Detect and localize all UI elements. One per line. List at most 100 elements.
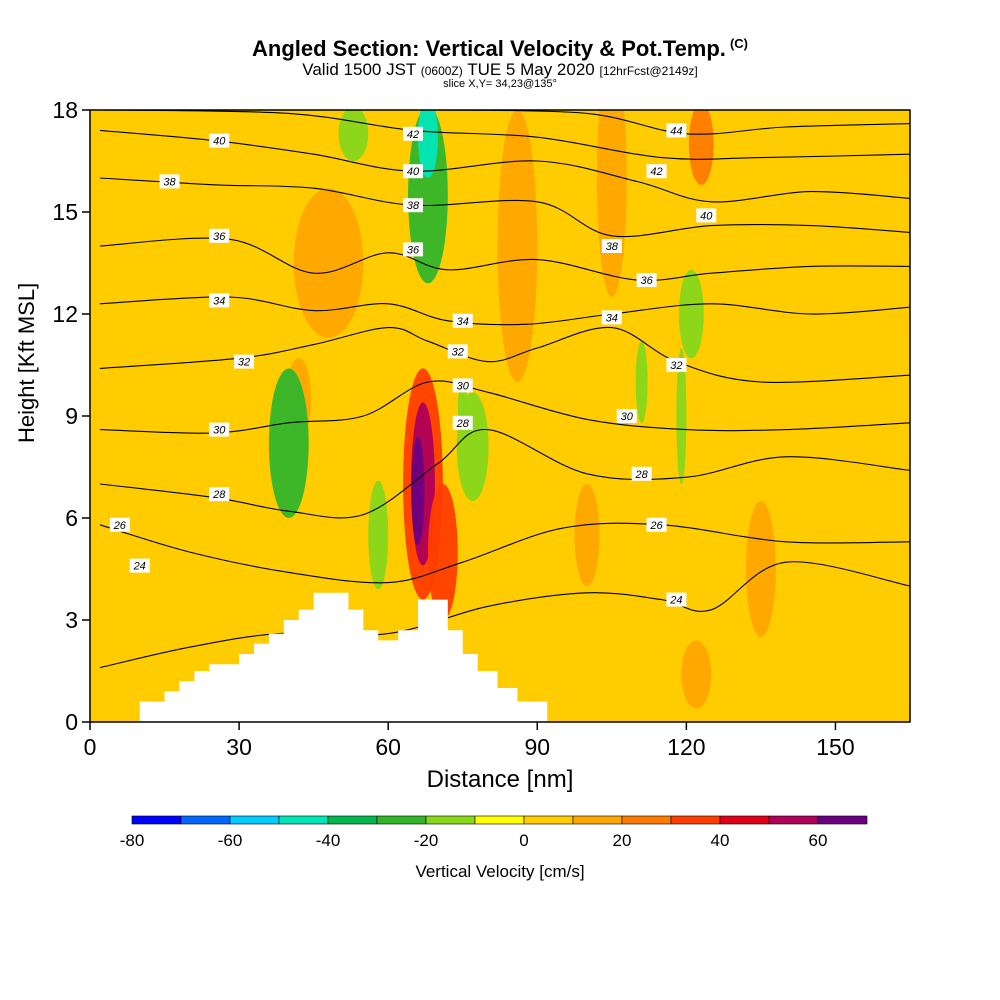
y-tick-label: 9 [65, 403, 78, 429]
contour-label-text: 34 [213, 295, 225, 307]
x-tick-label: 90 [524, 734, 550, 760]
contour-label-text: 28 [456, 418, 470, 430]
theta-contour-line [99, 522, 910, 584]
theta-contour-line [99, 296, 910, 326]
contour-label-text: 36 [640, 275, 653, 287]
contour-label: 38 [601, 239, 622, 253]
contour-label: 26 [646, 517, 667, 532]
contour-label-box [129, 558, 150, 573]
contour-label-box [601, 310, 622, 325]
slice-info: slice X,Y= 34,23@135° [443, 78, 557, 90]
x-axis-label: Distance [nm] [426, 766, 574, 793]
velocity-cell [497, 110, 538, 382]
colorbar-swatch [425, 815, 476, 825]
contour-label-box [403, 126, 424, 141]
contour-label-text: 36 [407, 244, 420, 256]
contour-label-box [209, 487, 230, 502]
contour-label-box [209, 133, 230, 148]
colorbar-swatch [719, 815, 770, 825]
contour-label: 26 [109, 517, 130, 532]
contour-label-box [403, 242, 424, 257]
contour-label: 28 [452, 415, 473, 430]
y-tick-label: 18 [52, 97, 78, 123]
velocity-cell [408, 110, 448, 284]
contour-label: 30 [616, 409, 637, 423]
velocity-field [268, 110, 776, 709]
velocity-cell [427, 484, 458, 620]
velocity-cell [676, 348, 687, 484]
x-tick-label: 60 [375, 734, 401, 760]
velocity-cell [635, 341, 648, 423]
colorbar-swatch [278, 815, 329, 825]
y-tick-label: 0 [65, 709, 78, 735]
contour-label: 36 [636, 273, 657, 287]
colorbar-swatch [229, 815, 280, 825]
colorbar-tick-label: 40 [711, 831, 730, 850]
contour-label-text: 36 [213, 231, 226, 243]
colorbar-swatch [817, 815, 868, 825]
colorbar-swatch [621, 815, 672, 825]
colorbar-label: Vertical Velocity [cm/s] [415, 862, 585, 881]
contour-label: 36 [209, 228, 230, 243]
colorbar-swatch [131, 815, 182, 825]
contour-label: 34 [601, 310, 622, 325]
colorbar-tick-label: -80 [120, 831, 145, 850]
contour-label: 32 [234, 354, 255, 369]
contour-label: 34 [209, 293, 230, 308]
contour-label-box [666, 358, 687, 372]
contour-label-box [601, 239, 622, 253]
contour-label: 40 [696, 208, 717, 223]
theta-contour-line [99, 326, 910, 383]
contour-label: 38 [159, 174, 180, 189]
colorbar-swatch [670, 815, 721, 825]
velocity-cell [338, 110, 369, 161]
contour-label-text: 34 [606, 312, 618, 324]
contour-label-box [631, 466, 652, 481]
colorbar-tick-label: 60 [809, 831, 828, 850]
contour-label: 32 [447, 344, 468, 359]
velocity-cell [268, 368, 309, 518]
contour-label-text: 38 [407, 200, 420, 212]
y-axis-label: Height [Kft MSL] [14, 282, 39, 443]
contour-labels: 40 38 36 34 32 30 28 26 24 42 40 38 36 34 32 30 28 44 42 40… [109, 123, 717, 607]
contour-label-box [616, 409, 637, 423]
contour-label-text: 40 [213, 136, 226, 148]
contour-label-box [109, 517, 130, 532]
colorbar-tick-label: -40 [316, 831, 341, 850]
velocity-cell [688, 110, 714, 185]
chart-title: Angled Section: Vertical Velocity & Pot.… [0, 36, 1000, 62]
colorbar-tick-label: 0 [519, 831, 528, 850]
velocity-cell [746, 501, 776, 637]
contour-label: 42 [646, 164, 667, 179]
contour-label-text: 26 [649, 520, 663, 532]
subtitle-valid: Valid 1500 JST [302, 60, 416, 79]
contour-label: 38 [403, 198, 424, 213]
x-tick-label: 0 [84, 734, 97, 760]
contour-label-box [636, 273, 657, 287]
terrain-mask [90, 592, 910, 722]
theta-contour-line [99, 561, 910, 669]
contour-label-box [452, 313, 473, 328]
chart-title-mark: (C) [729, 36, 748, 51]
colorbar-swatch [768, 815, 819, 825]
velocity-cell [293, 188, 364, 338]
contour-label-box [209, 422, 230, 437]
contour-label-box [452, 415, 473, 430]
plot-area: 40 38 36 34 32 30 28 26 24 42 40 38 36 34 32 30 28 44 42 40… [90, 110, 910, 722]
x-axis-ticks: 0 30 60 90 120 150 [84, 722, 855, 760]
subtitle-date: TUE 5 May 2020 [467, 60, 595, 79]
contour-label-box [646, 517, 667, 532]
velocity-cell [678, 269, 704, 359]
subtitle-forecast: [12hrFcst@2149z] [599, 64, 698, 78]
y-tick-label: 3 [65, 607, 78, 633]
velocity-cell [574, 484, 600, 586]
colorbar-swatch [376, 815, 427, 825]
theta-contour-line [99, 177, 910, 238]
chart-title-text: Angled Section: Vertical Velocity & Pot.… [252, 36, 726, 61]
velocity-cell [681, 640, 712, 709]
contour-label-box [209, 293, 230, 308]
y-tick-label: 6 [65, 505, 78, 531]
contour-label-text: 44 [670, 125, 682, 137]
x-tick-label: 120 [667, 734, 705, 760]
contour-label-box [403, 198, 424, 213]
